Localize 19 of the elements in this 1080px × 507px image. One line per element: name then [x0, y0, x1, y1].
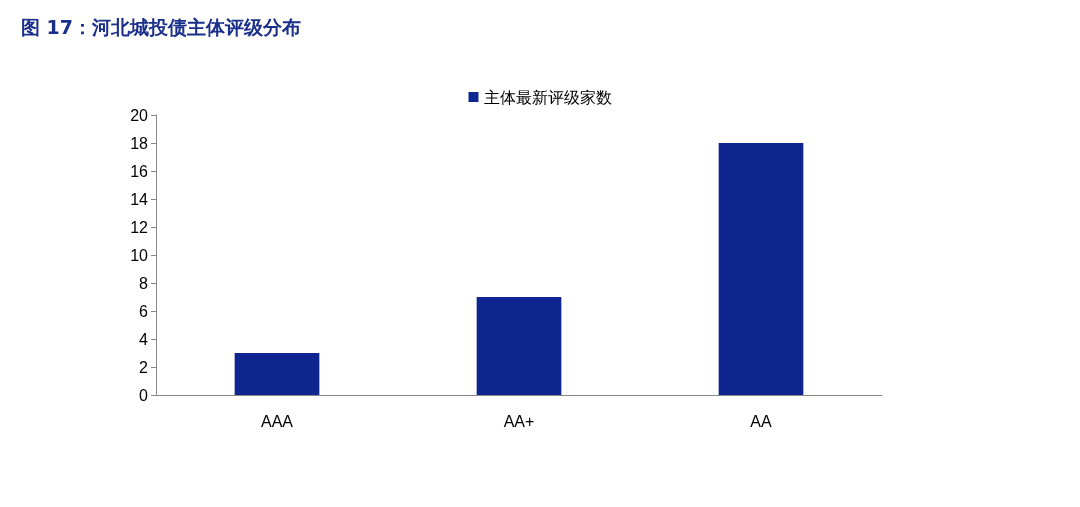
- y-tick-label: 2: [139, 358, 149, 376]
- y-tick-label: 6: [139, 302, 149, 320]
- y-tick-label: 4: [139, 330, 149, 348]
- x-tick-label: AAA: [260, 412, 294, 430]
- y-tick-label: 0: [139, 386, 149, 404]
- y-tick-label: 20: [130, 106, 149, 124]
- y-tick-label: 12: [130, 218, 149, 236]
- y-tick-label: 8: [139, 274, 149, 292]
- chart-title: 图 17：河北城投债主体评级分布: [21, 15, 302, 38]
- legend-label: 主体最新评级家数: [483, 88, 612, 106]
- y-tick-label: 16: [130, 162, 149, 180]
- bar: [234, 353, 320, 395]
- y-tick-label: 14: [130, 190, 149, 208]
- bar: [476, 297, 562, 395]
- y-tick-label: 10: [130, 246, 149, 264]
- bar: [718, 143, 804, 395]
- x-tick-label: AA+: [503, 412, 535, 430]
- y-tick-label: 18: [130, 134, 149, 152]
- x-tick-label: AA: [750, 412, 772, 430]
